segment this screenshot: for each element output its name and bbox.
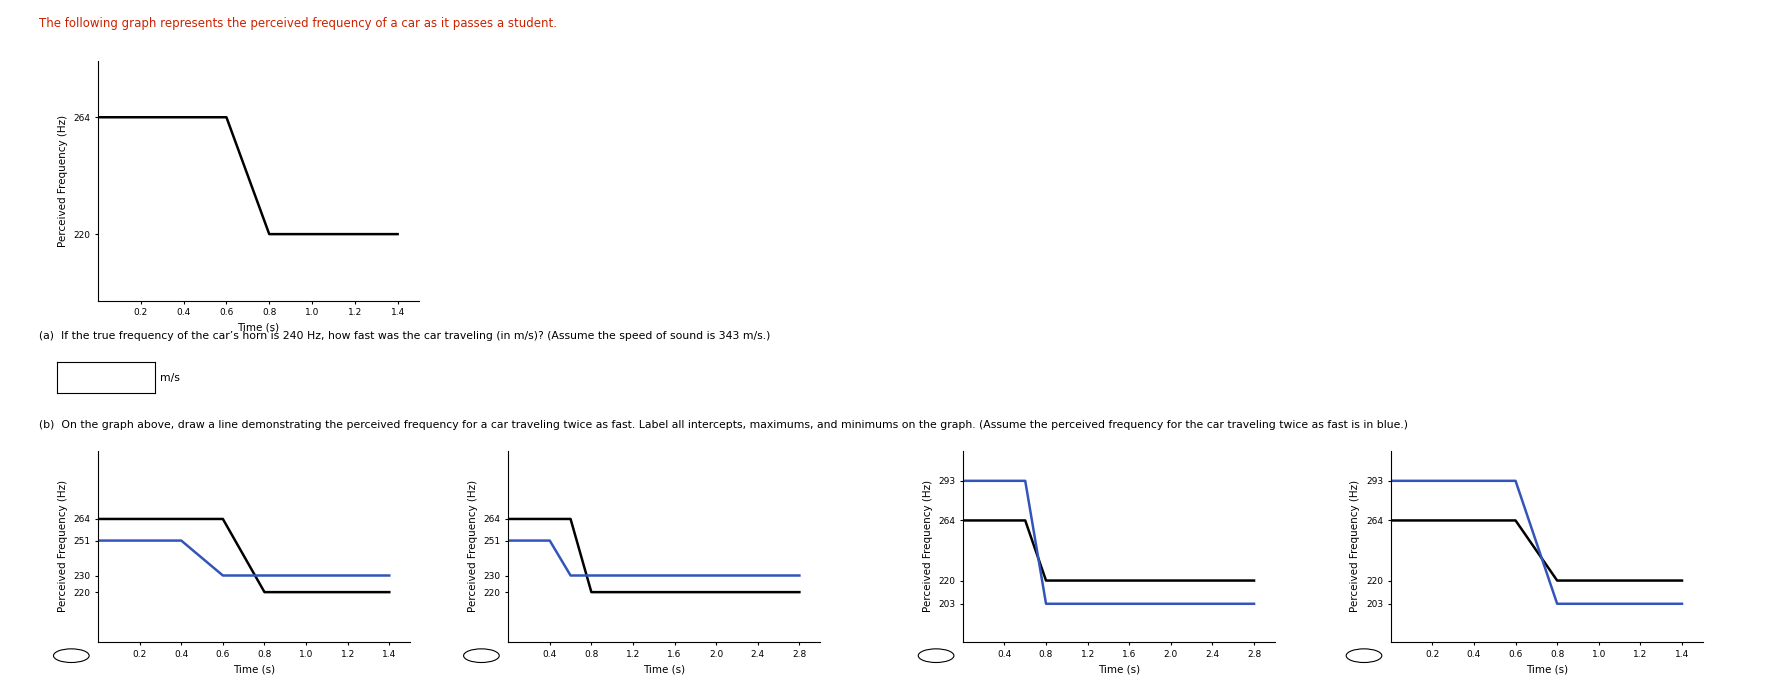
- X-axis label: Time (s): Time (s): [1525, 664, 1566, 674]
- Text: (a)  If the true frequency of the car’s horn is 240 Hz, how fast was the car tra: (a) If the true frequency of the car’s h…: [39, 331, 770, 342]
- Y-axis label: Perceived Frequency (Hz): Perceived Frequency (Hz): [467, 480, 478, 613]
- Y-axis label: Perceived Frequency (Hz): Perceived Frequency (Hz): [57, 115, 68, 247]
- Y-axis label: Perceived Frequency (Hz): Perceived Frequency (Hz): [1349, 480, 1360, 613]
- Y-axis label: Perceived Frequency (Hz): Perceived Frequency (Hz): [57, 480, 68, 613]
- Text: The following graph represents the perceived frequency of a car as it passes a s: The following graph represents the perce…: [39, 17, 558, 30]
- X-axis label: Time (s): Time (s): [233, 664, 274, 674]
- X-axis label: Time (s): Time (s): [643, 664, 684, 674]
- Text: (b)  On the graph above, draw a line demonstrating the perceived frequency for a: (b) On the graph above, draw a line demo…: [39, 420, 1408, 430]
- Text: m/s: m/s: [160, 374, 180, 383]
- Y-axis label: Perceived Frequency (Hz): Perceived Frequency (Hz): [921, 480, 932, 613]
- X-axis label: Time (s): Time (s): [1098, 664, 1139, 674]
- X-axis label: Time (s): Time (s): [237, 322, 280, 333]
